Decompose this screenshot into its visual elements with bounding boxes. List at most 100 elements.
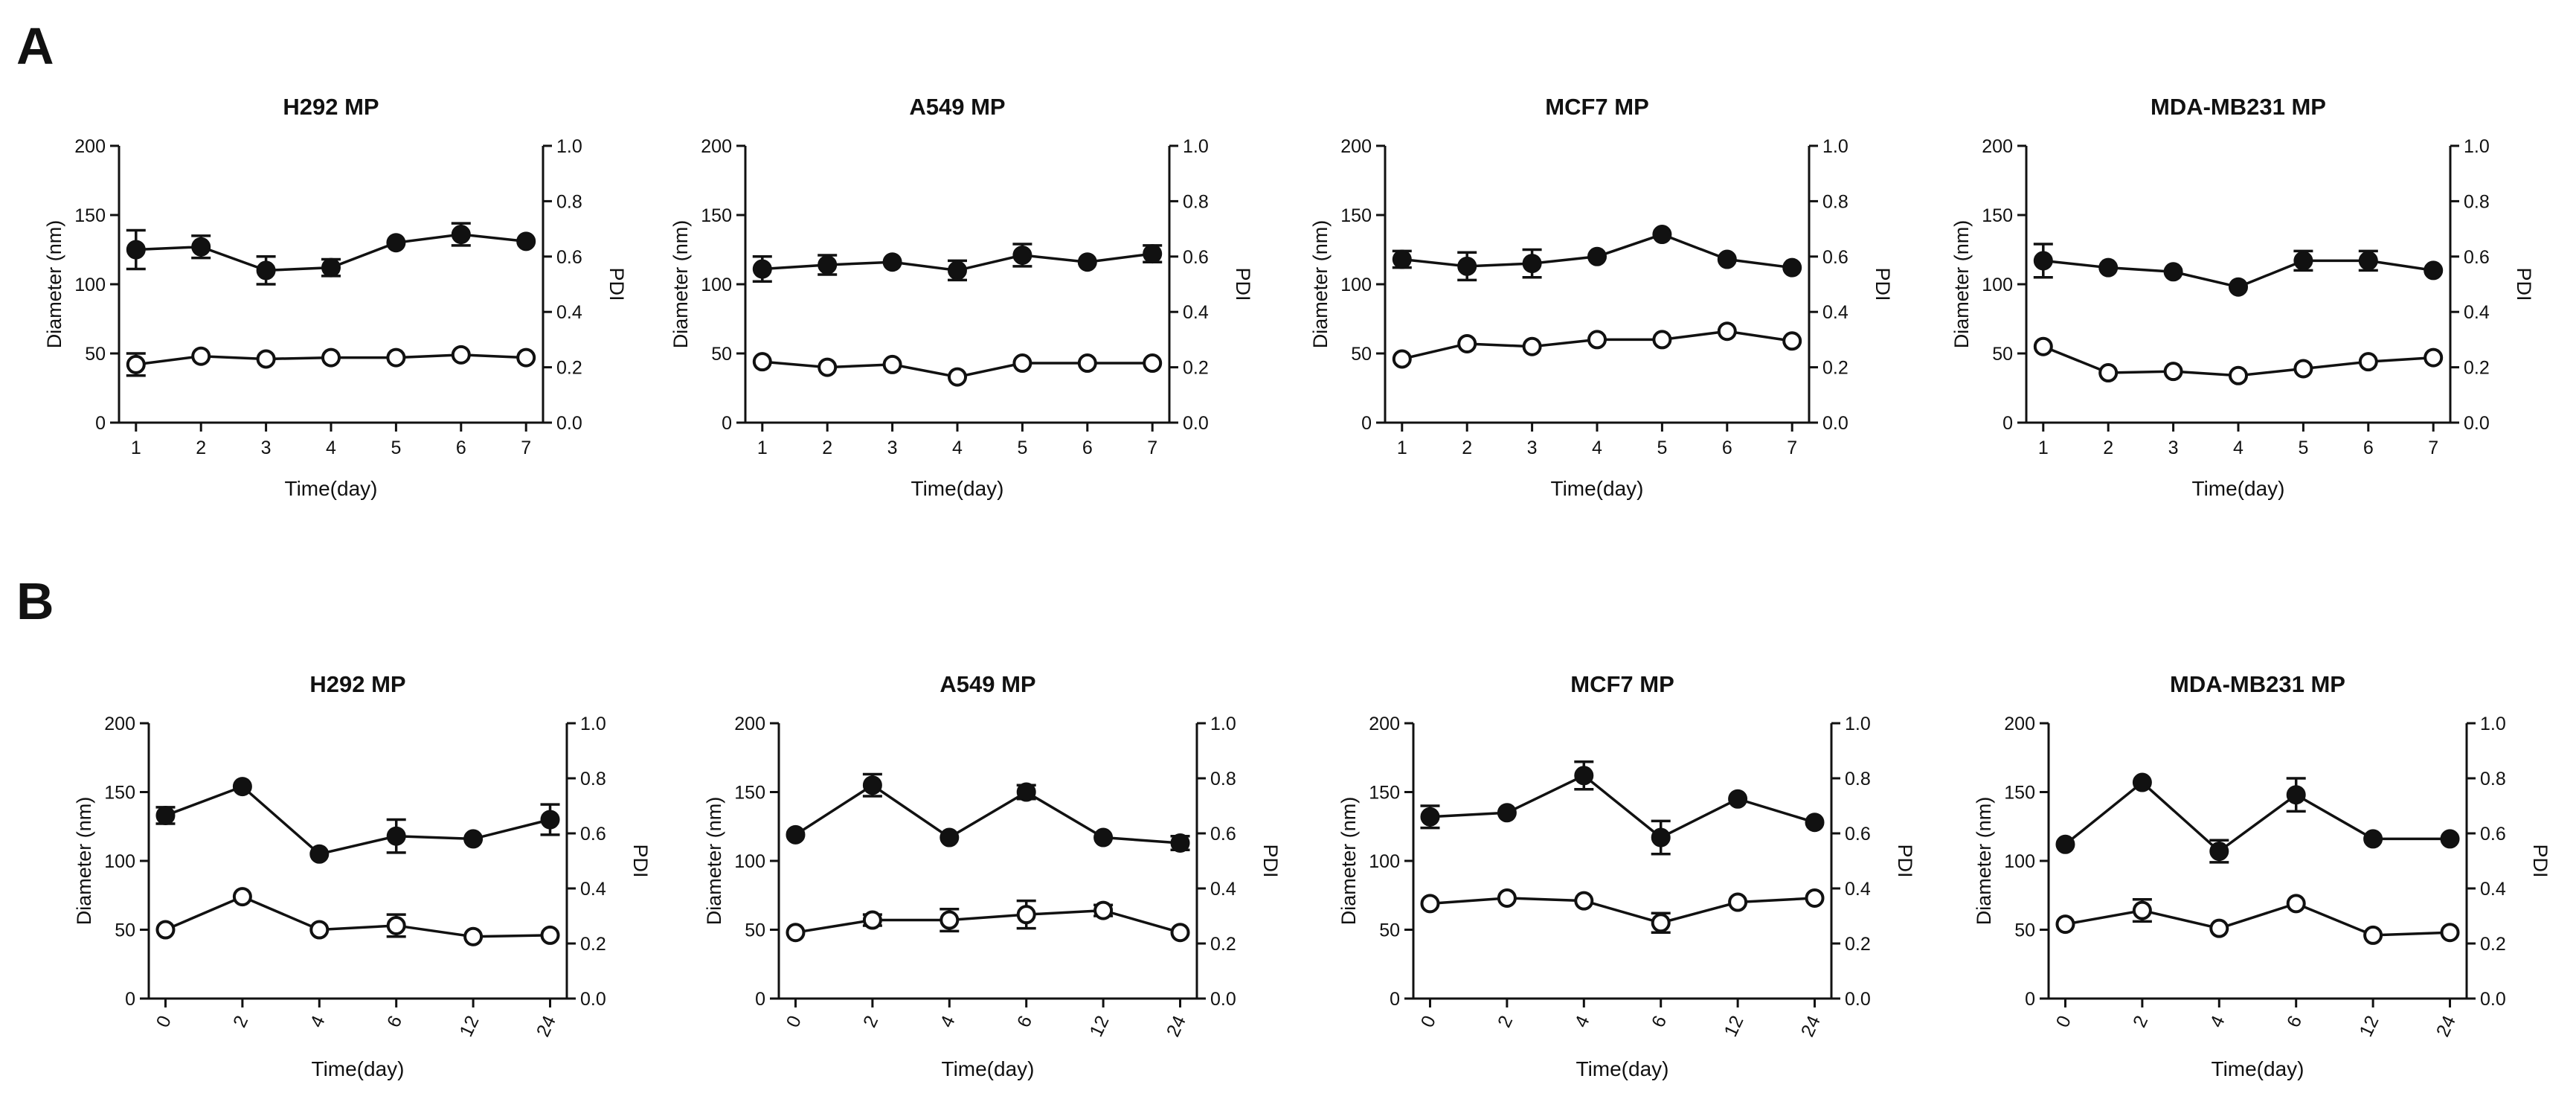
pdi-series-line: [2065, 902, 2450, 937]
y2-tick-label: 1.0: [2480, 714, 2506, 734]
diameter-point: [1392, 249, 1412, 269]
pdi-point: [1805, 888, 1825, 908]
y-tick-label: 0: [1361, 413, 1372, 434]
y-tick-label: 100: [734, 851, 765, 872]
x-axis-label: Time(day): [911, 477, 1004, 500]
y2-tick-label: 0.4: [580, 879, 606, 900]
y-axis-label: Diameter (nm): [1950, 220, 1973, 349]
x-tick-label: 6: [383, 1013, 406, 1031]
y2-tick-label: 0.2: [1210, 934, 1236, 955]
diameter-point: [818, 254, 838, 275]
y2-tick-label: 0.8: [2480, 769, 2506, 789]
y-tick-label: 50: [85, 344, 106, 365]
pdi-point: [2424, 347, 2444, 368]
x-tick-label: 4: [326, 438, 336, 458]
diameter-point: [1497, 803, 1517, 823]
diameter-point: [1093, 827, 1114, 848]
diameter-point: [2424, 260, 2444, 281]
pdi-series-line: [164, 895, 550, 938]
pdi-point: [2440, 923, 2460, 943]
y-tick-label: 200: [104, 714, 135, 734]
x-tick-label: 5: [1017, 438, 1027, 458]
x-tick-label: 6: [1648, 1013, 1671, 1031]
y-tick-label: 200: [734, 714, 765, 734]
y2-tick-label: 0.0: [580, 989, 606, 1010]
diameter-point: [2440, 829, 2460, 849]
y2-tick-label: 1.0: [1210, 714, 1236, 734]
x-tick-label: 7: [2428, 438, 2438, 458]
pdi-point: [386, 915, 406, 935]
y-tick-label: 50: [711, 344, 732, 365]
y-tick-label: 50: [1992, 344, 2013, 365]
x-tick-label: 7: [521, 438, 531, 458]
diameter-series-line: [794, 784, 1181, 845]
pdi-point: [1717, 321, 1737, 342]
diameter-point: [1652, 225, 1672, 245]
diameter-point: [1522, 254, 1542, 274]
diameter-point: [786, 824, 806, 845]
diameter-point: [939, 827, 960, 848]
y-tick-label: 100: [1340, 275, 1372, 295]
chart-title: H292 MP: [283, 94, 379, 120]
y2-tick-label: 0.2: [1183, 358, 1209, 379]
diameter-series-line: [1430, 774, 1816, 839]
x-tick-label: 12: [1085, 1013, 1113, 1040]
y2-tick-label: 0.4: [1845, 879, 1871, 900]
pdi-point: [256, 349, 276, 369]
panel-label-b: B: [16, 572, 54, 630]
chart-a-1: H292 MP 0 50 100 150 200 0.0 0.2 0.4 0.6 0.8 1.0 1 2 3…: [43, 94, 628, 500]
pdi-point: [463, 926, 484, 946]
y-axis-label: Diameter (nm): [1973, 797, 1995, 926]
y-tick-label: 150: [1369, 783, 1400, 804]
x-tick-label: 5: [391, 438, 401, 458]
x-tick-label: 1: [757, 438, 768, 458]
x-tick-label: 0: [2052, 1013, 2075, 1031]
pdi-point: [2163, 362, 2183, 382]
x-tick-label: 3: [887, 438, 898, 458]
pdi-point: [1392, 349, 1412, 369]
pdi-point: [1170, 923, 1190, 943]
diameter-point: [1457, 256, 1477, 276]
diameter-point: [1077, 252, 1097, 272]
diameter-point: [1012, 245, 1032, 265]
diameter-point: [2033, 251, 2053, 271]
y-axis-label: Diameter (nm): [669, 220, 692, 349]
diameter-point: [2229, 277, 2248, 297]
y2-tick-label: 0.4: [2480, 879, 2506, 900]
y-tick-label: 150: [1340, 205, 1372, 226]
pdi-point: [752, 352, 772, 372]
x-tick-label: 12: [1720, 1013, 1747, 1040]
x-tick-label: 3: [1527, 438, 1538, 458]
y-tick-label: 200: [2004, 714, 2035, 734]
y2-tick-label: 0.6: [580, 824, 606, 845]
y-tick-label: 150: [2004, 783, 2035, 804]
y-tick-label: 200: [1369, 714, 1400, 734]
y-tick-label: 100: [1982, 275, 2013, 295]
y-tick-label: 0: [2025, 989, 2035, 1010]
chart-a-4: MDA-MB231 MP 0 50 100 150 200 0.0 0.2 0.4 0.6 0.8 1…: [1950, 94, 2535, 500]
y-tick-label: 50: [115, 920, 135, 941]
x-tick-label: 4: [1570, 1013, 1593, 1031]
diameter-point: [862, 775, 882, 795]
y2-tick-label: 0.4: [1183, 302, 1209, 323]
diameter-point: [191, 237, 211, 257]
pdi-point: [862, 910, 882, 930]
y-tick-label: 0: [1390, 989, 1400, 1010]
pdi-point: [882, 354, 902, 374]
y2-tick-label: 0.6: [2480, 824, 2506, 845]
y2-tick-label: 0.8: [1845, 769, 1871, 789]
pdi-point: [2209, 918, 2229, 938]
chart-a-3: MCF7 MP 0 50 100 150 200 0.0 0.2 0.4 0.6 0.8 1.0 1 2 3…: [1309, 94, 1894, 500]
diameter-point: [451, 225, 471, 245]
y2-tick-label: 0.0: [2464, 413, 2490, 434]
chart-title: MDA-MB231 MP: [2170, 671, 2345, 697]
diameter-point: [882, 252, 902, 272]
y2-tick-label: 0.2: [556, 358, 582, 379]
x-tick-label: 0: [152, 1013, 176, 1031]
x-tick-label: 4: [306, 1013, 329, 1031]
y-tick-label: 200: [701, 136, 732, 157]
y2-tick-label: 0.4: [2464, 302, 2490, 323]
y2-axis-label: PDI: [2529, 844, 2551, 877]
y2-axis-label: PDI: [629, 844, 652, 877]
y2-axis-label: PDI: [1232, 267, 1254, 301]
